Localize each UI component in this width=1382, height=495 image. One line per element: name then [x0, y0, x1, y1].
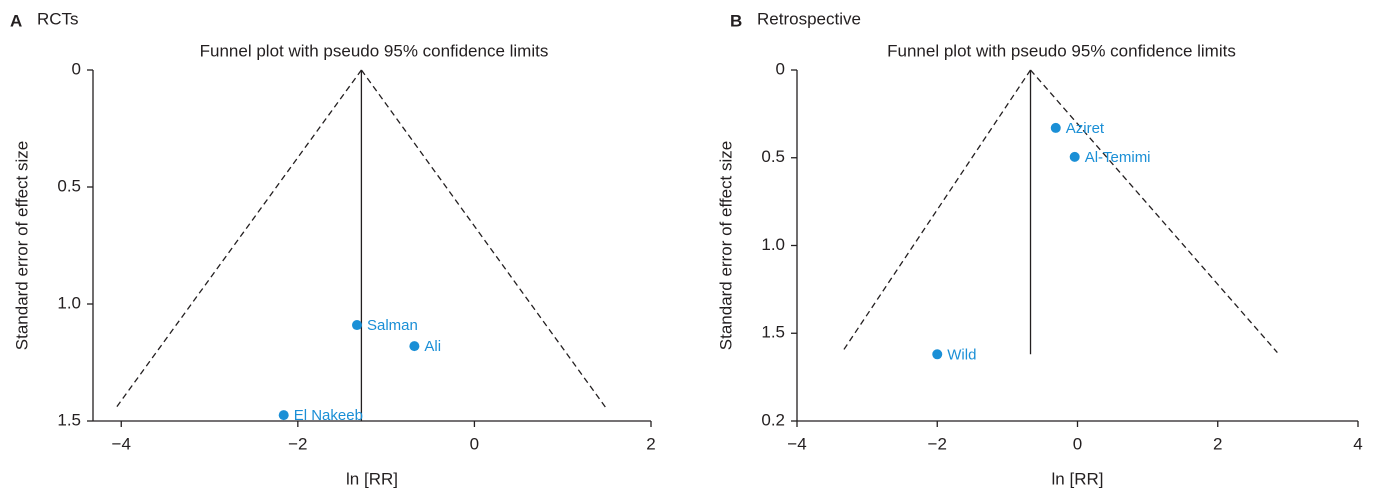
study-point [1069, 151, 1080, 162]
x-tick-label: 0 [470, 434, 479, 453]
x-axis-label: ln [RR] [1052, 469, 1104, 488]
y-tick-label: 0 [72, 59, 81, 78]
study-label: Ali [424, 338, 441, 355]
study-label: Aziret [1066, 120, 1105, 137]
study-point [409, 341, 420, 352]
lower-confidence-limit [115, 69, 362, 409]
x-tick-label: −2 [288, 434, 307, 453]
panel-subtitle: RCTs [37, 9, 79, 28]
y-tick-label: 0.5 [761, 147, 785, 166]
x-tick-label: −4 [787, 434, 806, 453]
study-label: Wild [947, 346, 976, 363]
y-axis-label: Standard error of effect size [716, 141, 735, 350]
panel-label: B [730, 11, 742, 30]
x-tick-label: 2 [646, 434, 655, 453]
y-axis-label: Standard error of effect size [12, 141, 31, 350]
y-tick-label: 1.5 [57, 410, 81, 429]
study-label: El Nakeeb [294, 407, 363, 424]
y-tick-label: 0 [776, 59, 785, 78]
y-tick-label: 1.0 [761, 235, 785, 254]
x-tick-label: 4 [1353, 434, 1362, 453]
x-tick-label: −4 [112, 434, 131, 453]
panel-subtitle: Retrospective [757, 9, 861, 28]
study-label: Al-Temimi [1085, 149, 1151, 166]
y-tick-label: 1.5 [761, 323, 785, 342]
x-axis-label: ln [RR] [346, 469, 398, 488]
chart-title: Funnel plot with pseudo 95% confidence l… [200, 41, 549, 60]
lower-confidence-limit [841, 69, 1032, 353]
y-tick-label: 1.0 [57, 293, 81, 312]
x-tick-label: 2 [1213, 434, 1222, 453]
panel-label: A [10, 11, 22, 30]
study-label: Salman [367, 317, 418, 334]
y-tick-label: 0.5 [57, 176, 81, 195]
study-point [278, 410, 289, 421]
upper-confidence-limit [1030, 69, 1278, 353]
chart-title: Funnel plot with pseudo 95% confidence l… [887, 41, 1236, 60]
study-point [351, 320, 362, 331]
study-point [1050, 122, 1061, 133]
x-tick-label: 0 [1073, 434, 1082, 453]
study-point [932, 349, 943, 360]
upper-confidence-limit [360, 69, 607, 409]
y-tick-label: 0.2 [761, 410, 785, 429]
x-tick-label: −2 [928, 434, 947, 453]
